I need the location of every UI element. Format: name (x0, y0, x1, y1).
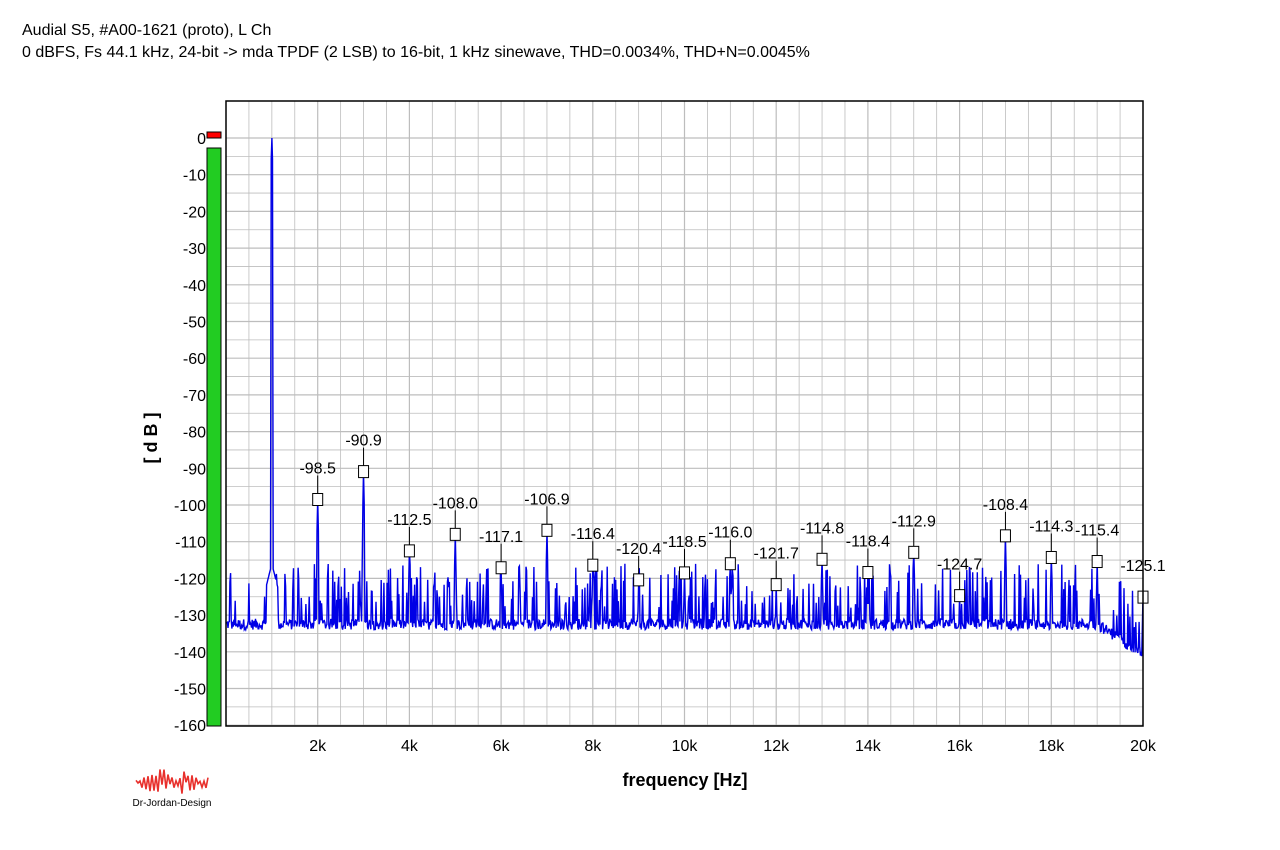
y-tick-label: -100 (174, 498, 206, 515)
y-tick-label: -150 (174, 682, 206, 699)
marker-box (358, 465, 370, 479)
level-meter (206, 131, 222, 727)
marker-box (724, 557, 736, 571)
x-tick-label: 2k (309, 738, 327, 755)
marker-box (816, 552, 828, 566)
x-tick-label: 4k (401, 738, 419, 755)
peak-value-label: -117.1 (479, 529, 523, 546)
y-tick-label: -60 (183, 351, 206, 368)
peak-value-label: -114.8 (800, 520, 844, 537)
peak-value-label: -116.0 (708, 525, 752, 542)
peak-value-label: -108.4 (983, 497, 1028, 514)
y-tick-label: -10 (183, 168, 206, 185)
x-axis-label: frequency [Hz] (622, 770, 747, 790)
marker-box (495, 561, 507, 575)
peak-value-label: -90.9 (345, 433, 382, 450)
y-tick-label: -130 (174, 608, 206, 625)
marker-box (541, 523, 553, 537)
level-meter-bar (206, 147, 222, 727)
y-tick-label: 0 (197, 131, 206, 148)
y-tick-label: -30 (183, 241, 206, 258)
peak-value-label: -115.4 (1075, 523, 1119, 540)
peak-value-label: -112.5 (387, 512, 431, 529)
x-tick-label: 6k (493, 738, 511, 755)
marker-box (954, 589, 966, 603)
peak-value-label: -124.7 (937, 557, 982, 574)
logo-text: Dr-Jordan-Design (133, 798, 212, 809)
chart-title: Audial S5, #A00-1621 (proto), L Ch (22, 22, 272, 39)
x-tick-label: 16k (947, 738, 974, 755)
x-axis-ticks: 2k 4k 6k 8k 10k 12k 14k 16k 18k 20k (309, 738, 1157, 755)
y-tick-label: -70 (183, 388, 206, 405)
peak-value-label: -112.9 (892, 513, 936, 530)
marker-box (679, 566, 690, 580)
marker-box (862, 566, 874, 580)
level-meter-clip-indicator (206, 131, 222, 139)
y-tick-label: -50 (183, 315, 206, 332)
y-axis-ticks: 0 -10 -20 -30 -40 -50 -60 -70 -80 -90 -100 -110 -120… (174, 131, 206, 735)
x-tick-label: 10k (672, 738, 699, 755)
x-tick-label: 18k (1038, 738, 1065, 755)
y-tick-label: -110 (175, 535, 206, 552)
peak-value-label: -98.5 (299, 460, 336, 477)
peak-value-label: -106.9 (524, 491, 569, 508)
plot-frame (225, 100, 1144, 727)
peak-value-label: -120.4 (616, 541, 661, 558)
marker-box (770, 578, 782, 592)
logo-waveform-icon (135, 769, 209, 794)
brand-logo: Dr-Jordan-Design (133, 769, 212, 809)
y-tick-label: -90 (183, 461, 206, 478)
x-tick-label: 14k (855, 738, 882, 755)
x-tick-label: 20k (1130, 738, 1157, 755)
marker-box (312, 492, 324, 506)
y-tick-label: -140 (174, 645, 206, 662)
y-tick-label: -40 (183, 278, 206, 295)
marker-box (587, 558, 599, 572)
harmonic-markers: -98.5 -90.9 -112.5-108.0-117.1 -106.9 -116.4… (299, 433, 1166, 604)
marker-box (633, 573, 645, 587)
x-tick-label: 12k (763, 738, 790, 755)
marker-box (403, 544, 415, 558)
chart-subtitle: 0 dBFS, Fs 44.1 kHz, 24-bit -> mda TPDF … (22, 44, 810, 61)
peak-value-label: -116.4 (571, 526, 615, 543)
grid (226, 101, 1143, 726)
y-tick-label: -20 (183, 204, 206, 221)
peak-value-label: -121.7 (754, 546, 799, 563)
marker-box (908, 545, 920, 559)
peak-value-label: -114.3 (1029, 518, 1073, 535)
y-tick-label: -160 (174, 718, 206, 735)
marker-box (449, 527, 461, 541)
peak-value-label: -118.4 (846, 534, 890, 551)
y-tick-label: -80 (183, 425, 206, 442)
peak-value-label: -108.0 (433, 495, 478, 512)
marker-box (1045, 550, 1057, 564)
peak-value-label: -118.5 (662, 534, 706, 551)
marker-box (1091, 555, 1103, 569)
marker-box (999, 529, 1011, 543)
x-tick-label: 8k (584, 738, 602, 755)
y-tick-label: -120 (174, 571, 206, 588)
y-axis-label: [ d B ] (141, 413, 161, 464)
